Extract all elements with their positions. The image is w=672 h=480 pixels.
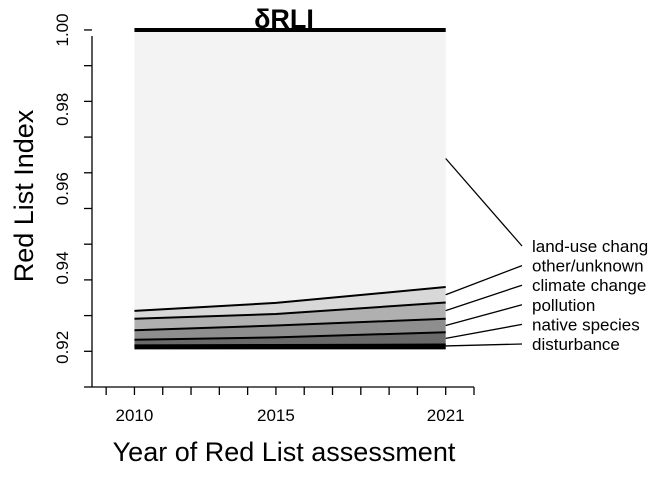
series-lines <box>134 27 446 350</box>
legend-label: land-use chang <box>532 237 648 256</box>
chart-title: δRLI <box>254 4 314 34</box>
series-line-climate-change <box>134 301 446 320</box>
legend-label: climate change <box>532 276 646 295</box>
series-line-other-unknown <box>134 286 446 312</box>
y-tick-label: 0.94 <box>53 251 72 284</box>
legend-leader-line <box>445 343 523 347</box>
legend-leader-line <box>445 264 523 296</box>
x-tick-label: 2015 <box>257 406 295 425</box>
y-tick-label: 0.96 <box>53 172 72 205</box>
x-tick-label: 2021 <box>427 406 465 425</box>
x-tick-label: 2010 <box>116 406 154 425</box>
axes: 0.92 0.94 0.96 0.98 1.00 2010 2015 2021 <box>53 13 475 425</box>
series-line-disturbance <box>134 343 446 347</box>
series-line-native-species <box>134 331 446 341</box>
area-band-land-use-chang <box>134 29 446 311</box>
y-tick-label: 1.00 <box>53 13 72 46</box>
y-axis-ticks: 0.92 0.94 0.96 0.98 1.00 <box>53 13 92 388</box>
legend-label: native species <box>532 315 640 334</box>
legend-leader-line <box>445 323 523 340</box>
legend-leader-line <box>445 304 523 327</box>
stacked-areas <box>134 29 446 348</box>
legend-label: pollution <box>532 296 595 315</box>
series-line-pollution <box>134 317 446 332</box>
y-tick-label: 0.92 <box>53 331 72 364</box>
legend-label: other/unknown <box>532 257 644 276</box>
legend-leader-line <box>445 158 523 247</box>
y-axis-title: Red List Index <box>9 109 39 282</box>
area-band-climate-change <box>134 302 446 331</box>
x-axis-ticks: 2010 2015 2021 <box>105 387 475 425</box>
y-tick-label: 0.98 <box>53 93 72 126</box>
legend-label: disturbance <box>532 335 620 354</box>
legend-leader-line <box>445 284 523 312</box>
x-axis-title: Year of Red List assessment <box>113 437 456 467</box>
